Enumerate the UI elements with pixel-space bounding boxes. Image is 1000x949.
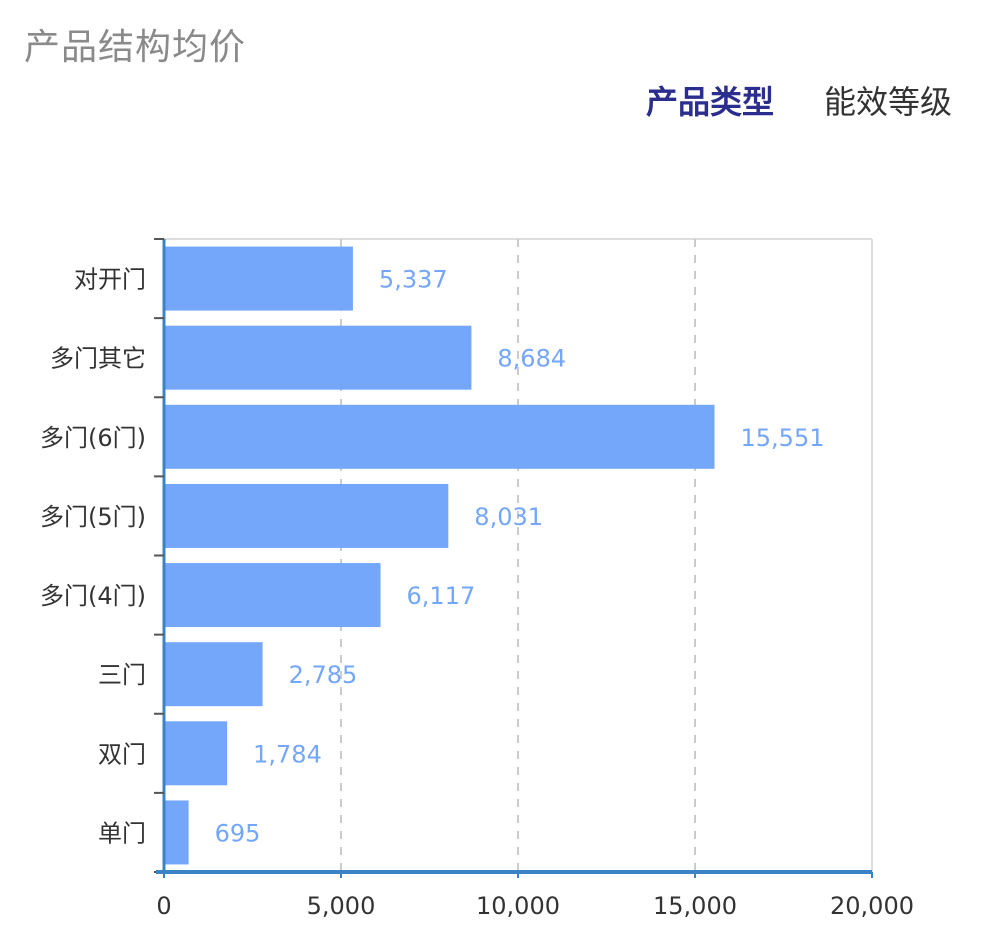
data-label: 8,684 xyxy=(497,345,566,373)
category-label: 三门 xyxy=(98,661,146,689)
tab-product-type[interactable]: 产品类型 xyxy=(645,83,774,121)
data-label: 8,031 xyxy=(474,503,543,531)
category-label: 单门 xyxy=(98,819,146,847)
x-tick-label: 20,000 xyxy=(830,892,914,920)
bar xyxy=(164,404,715,469)
category-label: 双门 xyxy=(98,740,146,768)
chart-title: 产品结构均价 xyxy=(24,27,247,68)
x-tick-label: 0 xyxy=(156,892,171,920)
data-label: 695 xyxy=(215,819,261,847)
data-label: 6,117 xyxy=(407,582,476,610)
x-tick-label: 10,000 xyxy=(476,892,560,920)
bar xyxy=(164,642,263,707)
category-label: 对开门 xyxy=(74,266,146,294)
bar xyxy=(164,800,189,865)
category-label: 多门(6门) xyxy=(40,424,146,452)
x-tick-label: 5,000 xyxy=(307,892,376,920)
bar xyxy=(164,325,472,390)
data-label: 1,784 xyxy=(253,740,322,768)
category-label: 多门其它 xyxy=(50,345,146,373)
bar xyxy=(164,483,449,548)
x-tick-label: 15,000 xyxy=(653,892,737,920)
bar xyxy=(164,563,381,628)
category-label: 多门(5门) xyxy=(40,503,146,531)
data-label: 15,551 xyxy=(741,424,825,452)
data-label: 2,785 xyxy=(289,661,358,689)
bar xyxy=(164,721,228,786)
tab-bar: 产品类型 能效等级 xyxy=(646,80,952,124)
data-label: 5,337 xyxy=(379,266,448,294)
tab-energy-grade[interactable]: 能效等级 xyxy=(823,83,952,121)
category-label: 多门(4门) xyxy=(40,582,146,610)
bar xyxy=(164,246,353,311)
